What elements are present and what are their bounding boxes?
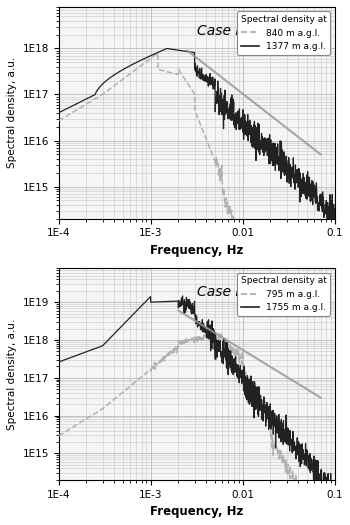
Y-axis label: Spectral density, a.u.: Spectral density, a.u. [7, 318, 17, 429]
X-axis label: Frequency, Hz: Frequency, Hz [150, 505, 243, 518]
X-axis label: Frequency, Hz: Frequency, Hz [150, 244, 243, 257]
Legend: 795 m a.g.l., 1755 m a.g.l.: 795 m a.g.l., 1755 m a.g.l. [237, 272, 330, 316]
Text: Case I: Case I [197, 24, 239, 38]
Text: Case II: Case II [197, 285, 243, 299]
Y-axis label: Spectral density, a.u.: Spectral density, a.u. [7, 57, 17, 169]
Legend: 840 m a.g.l., 1377 m a.g.l.: 840 m a.g.l., 1377 m a.g.l. [237, 12, 330, 55]
